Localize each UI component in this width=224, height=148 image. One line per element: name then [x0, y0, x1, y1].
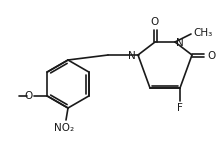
Text: O: O: [207, 50, 215, 61]
Text: N: N: [128, 51, 136, 61]
Text: O: O: [151, 17, 159, 27]
Text: N: N: [176, 38, 184, 48]
Text: O: O: [24, 91, 32, 101]
Text: NO₂: NO₂: [54, 123, 74, 133]
Text: CH₃: CH₃: [193, 28, 212, 38]
Text: F: F: [177, 103, 183, 113]
